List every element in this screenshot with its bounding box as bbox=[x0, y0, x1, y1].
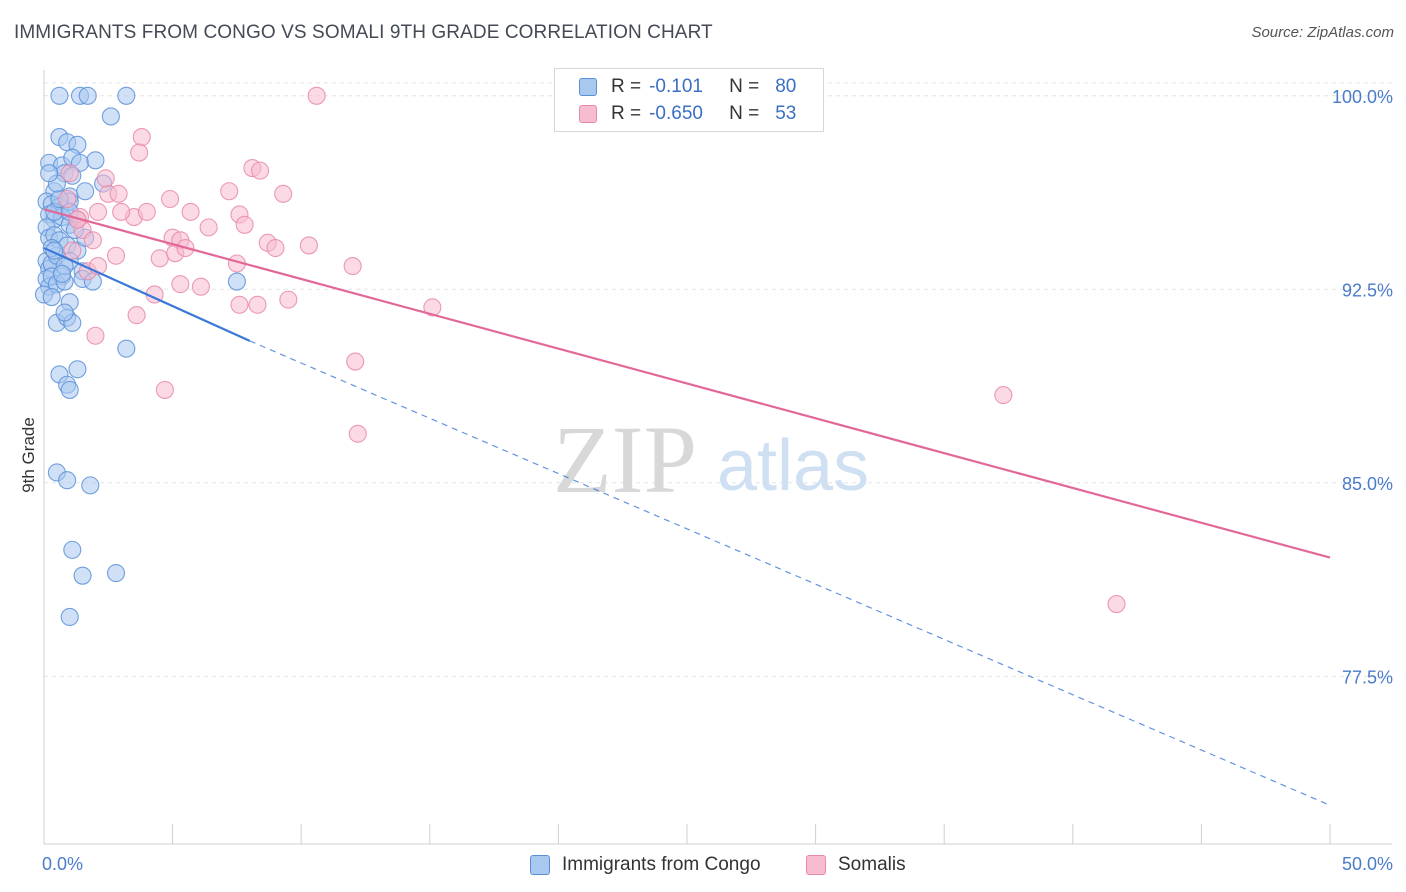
n-value: 53 bbox=[775, 103, 797, 124]
somali-point bbox=[63, 241, 82, 260]
congo-point bbox=[73, 566, 92, 585]
congo-point bbox=[58, 471, 77, 490]
legend-label-somali: Somalis bbox=[838, 854, 906, 875]
congo-swatch bbox=[579, 78, 597, 96]
somali-point bbox=[130, 143, 149, 162]
r-label: R = bbox=[611, 103, 642, 124]
congo-point bbox=[117, 86, 136, 105]
somali-point bbox=[1107, 595, 1126, 614]
chart-source: Source: ZipAtlas.com bbox=[1251, 24, 1394, 41]
watermark: ZIP atlas bbox=[553, 406, 869, 513]
somali-point bbox=[132, 128, 151, 147]
somali-point bbox=[299, 236, 318, 255]
congo-trend-extension bbox=[249, 340, 1331, 806]
congo-trend-line bbox=[43, 247, 251, 342]
congo-point bbox=[81, 476, 100, 495]
somali-point bbox=[279, 290, 298, 309]
legend-item-somali[interactable]: Somalis bbox=[806, 854, 906, 876]
somali-point bbox=[248, 295, 267, 314]
somali-point bbox=[181, 202, 200, 221]
congo-point bbox=[78, 86, 97, 105]
somali-point bbox=[346, 352, 365, 371]
somali-point bbox=[250, 161, 270, 180]
congo-point bbox=[50, 86, 69, 105]
congo-point bbox=[55, 303, 74, 322]
legend: Immigrants from Congo Somalis bbox=[0, 851, 1406, 879]
somali-legend-swatch bbox=[806, 855, 826, 875]
somali-point bbox=[171, 275, 190, 294]
congo-legend-swatch bbox=[530, 855, 550, 875]
y-tick-label: 92.5% bbox=[1342, 280, 1393, 300]
somali-swatch bbox=[579, 105, 597, 123]
somali-point bbox=[160, 189, 180, 209]
somali-point bbox=[307, 86, 326, 105]
somali-point bbox=[83, 231, 102, 250]
somali-point bbox=[109, 184, 128, 203]
congo-point bbox=[40, 164, 59, 183]
somali-point bbox=[88, 202, 108, 221]
stats-box: R = -0.101 N = 80 R = -0.650 N = 53 bbox=[554, 68, 824, 132]
congo-point bbox=[42, 287, 61, 307]
somali-point bbox=[274, 184, 293, 203]
somali-point bbox=[106, 246, 126, 265]
watermark-zip: ZIP bbox=[553, 406, 697, 513]
r-value: -0.650 bbox=[649, 103, 703, 124]
legend-label-congo: Immigrants from Congo bbox=[562, 854, 761, 875]
somali-point bbox=[266, 238, 285, 258]
somali-point bbox=[423, 298, 442, 317]
congo-point bbox=[63, 540, 82, 559]
stats-row-congo: R = -0.101 N = 80 bbox=[579, 73, 796, 101]
somali-point bbox=[155, 380, 174, 399]
somali-point bbox=[127, 306, 146, 325]
somali-point bbox=[220, 182, 239, 201]
somali-point bbox=[348, 424, 367, 443]
congo-point bbox=[101, 107, 120, 126]
somali-point bbox=[60, 164, 79, 183]
somali-point bbox=[235, 215, 254, 234]
congo-point bbox=[68, 360, 87, 379]
n-label: N = bbox=[729, 76, 760, 97]
trendlines bbox=[43, 208, 1331, 806]
x-tick-label: 50.0% bbox=[1342, 854, 1393, 874]
somali-point bbox=[230, 295, 249, 314]
x-tick-labels: 0.0% 50.0% bbox=[42, 854, 1393, 874]
series-somali-points bbox=[58, 86, 1126, 614]
congo-point bbox=[227, 272, 246, 291]
r-value: -0.101 bbox=[649, 76, 703, 97]
congo-point bbox=[60, 380, 79, 399]
n-label: N = bbox=[729, 103, 760, 124]
somali-point bbox=[150, 249, 169, 268]
legend-item-congo[interactable]: Immigrants from Congo bbox=[530, 854, 761, 876]
y-tick-label: 100.0% bbox=[1332, 87, 1393, 107]
somali-point bbox=[96, 169, 115, 188]
somali-point bbox=[112, 202, 131, 221]
congo-point bbox=[117, 339, 136, 358]
somali-point bbox=[343, 257, 362, 276]
congo-point bbox=[86, 151, 105, 170]
y-tick-label: 77.5% bbox=[1342, 667, 1393, 687]
somali-point bbox=[86, 326, 105, 345]
n-value: 80 bbox=[775, 76, 797, 97]
congo-point bbox=[106, 564, 126, 583]
y-tick-label: 85.0% bbox=[1342, 474, 1393, 494]
chart-title: IMMIGRANTS FROM CONGO VS SOMALI 9TH GRAD… bbox=[14, 22, 713, 43]
somali-point bbox=[191, 277, 210, 296]
somali-point bbox=[58, 189, 77, 209]
y-axis-title: 9th Grade bbox=[19, 417, 38, 493]
watermark-atlas: atlas bbox=[717, 426, 869, 506]
x-tick-label: 0.0% bbox=[42, 854, 83, 874]
somali-trend-line bbox=[43, 208, 1331, 559]
somali-point bbox=[199, 218, 218, 237]
r-label: R = bbox=[611, 76, 642, 97]
y-tick-labels: 100.0% 92.5% 85.0% 77.5% bbox=[1332, 87, 1393, 687]
congo-point bbox=[52, 264, 72, 283]
stats-row-somali: R = -0.650 N = 53 bbox=[579, 100, 796, 128]
congo-point bbox=[76, 182, 95, 201]
somali-point bbox=[137, 202, 156, 221]
somali-point bbox=[994, 386, 1013, 405]
congo-point bbox=[60, 607, 79, 627]
